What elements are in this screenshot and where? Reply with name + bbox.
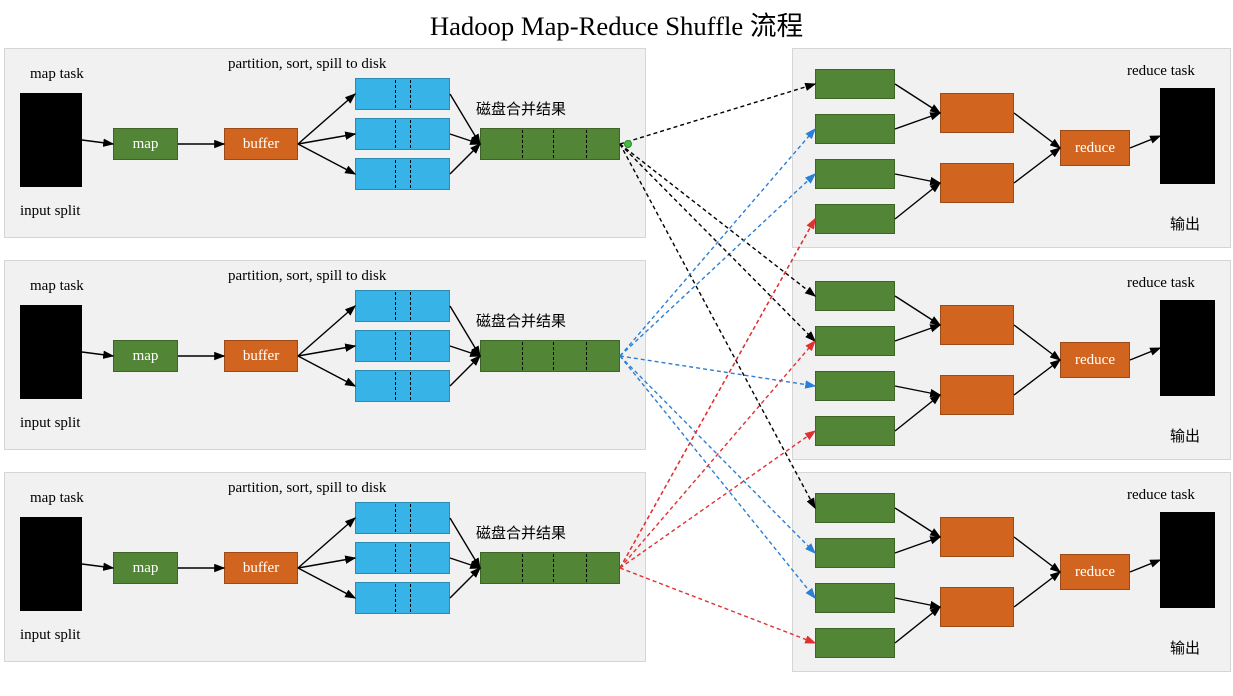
- spill-box: [355, 158, 450, 190]
- reduce-input-box: [815, 416, 895, 446]
- map-task-label: map task: [30, 490, 84, 507]
- map-box: map: [113, 552, 178, 584]
- reduce-input-box: [815, 114, 895, 144]
- input-split-box: [20, 517, 82, 611]
- reduce-merge-box: [940, 93, 1014, 133]
- spill-box: [355, 582, 450, 614]
- partition-sort-spill-label: partition, sort, spill to disk: [228, 56, 386, 73]
- output-box: [1160, 300, 1215, 396]
- diagram-stage: Hadoop Map-Reduce Shuffle 流程 map task inpu…: [0, 0, 1233, 696]
- spill-box: [355, 78, 450, 110]
- partition-sort-spill-label: partition, sort, spill to disk: [228, 268, 386, 285]
- input-split-label: input split: [20, 203, 80, 220]
- spill-box: [355, 370, 450, 402]
- merge-result-box: [480, 340, 620, 372]
- reduce-merge-box: [940, 517, 1014, 557]
- map-task-label: map task: [30, 278, 84, 295]
- buffer-box: buffer: [224, 552, 298, 584]
- diagram-title: Hadoop Map-Reduce Shuffle 流程: [0, 4, 1233, 43]
- map-task-label: map task: [30, 66, 84, 83]
- reduce-task-label: reduce task: [1127, 487, 1195, 504]
- output-box: [1160, 512, 1215, 608]
- reduce-merge-box: [940, 587, 1014, 627]
- output-box: [1160, 88, 1215, 184]
- reduce-task-label: reduce task: [1127, 63, 1195, 80]
- spill-box: [355, 330, 450, 362]
- disk-merge-label: 磁盘合并结果: [476, 522, 566, 543]
- reduce-merge-box: [940, 305, 1014, 345]
- spill-box: [355, 502, 450, 534]
- spill-box: [355, 290, 450, 322]
- reduce-task-label: reduce task: [1127, 275, 1195, 292]
- map-box: map: [113, 128, 178, 160]
- merge-result-box: [480, 128, 620, 160]
- reduce-input-box: [815, 159, 895, 189]
- input-split-box: [20, 305, 82, 399]
- buffer-box: buffer: [224, 340, 298, 372]
- reduce-input-box: [815, 69, 895, 99]
- reduce-box: reduce: [1060, 554, 1130, 590]
- reduce-merge-box: [940, 163, 1014, 203]
- input-split-box: [20, 93, 82, 187]
- merge-result-box: [480, 552, 620, 584]
- input-split-label: input split: [20, 627, 80, 644]
- reduce-input-box: [815, 493, 895, 523]
- spill-box: [355, 118, 450, 150]
- output-label: 输出: [1170, 213, 1200, 234]
- reduce-merge-box: [940, 375, 1014, 415]
- buffer-box: buffer: [224, 128, 298, 160]
- reduce-box: reduce: [1060, 342, 1130, 378]
- reduce-input-box: [815, 538, 895, 568]
- reduce-input-box: [815, 628, 895, 658]
- reduce-input-box: [815, 371, 895, 401]
- disk-merge-label: 磁盘合并结果: [476, 98, 566, 119]
- reduce-input-box: [815, 204, 895, 234]
- reduce-input-box: [815, 326, 895, 356]
- map-box: map: [113, 340, 178, 372]
- input-split-label: input split: [20, 415, 80, 432]
- output-label: 输出: [1170, 637, 1200, 658]
- reduce-input-box: [815, 281, 895, 311]
- reduce-input-box: [815, 583, 895, 613]
- disk-merge-label: 磁盘合并结果: [476, 310, 566, 331]
- reduce-box: reduce: [1060, 130, 1130, 166]
- partition-sort-spill-label: partition, sort, spill to disk: [228, 480, 386, 497]
- output-label: 输出: [1170, 425, 1200, 446]
- spill-box: [355, 542, 450, 574]
